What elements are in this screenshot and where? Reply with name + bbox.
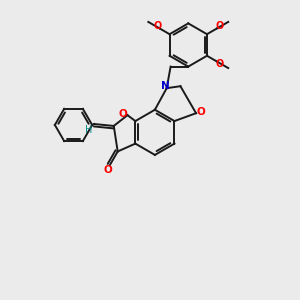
Text: O: O: [118, 109, 127, 119]
Text: H: H: [85, 125, 92, 135]
Text: O: O: [196, 107, 205, 117]
Text: O: O: [215, 21, 223, 31]
Text: N: N: [161, 81, 170, 91]
Text: O: O: [153, 21, 161, 31]
Text: O: O: [103, 165, 112, 175]
Text: O: O: [215, 58, 223, 69]
